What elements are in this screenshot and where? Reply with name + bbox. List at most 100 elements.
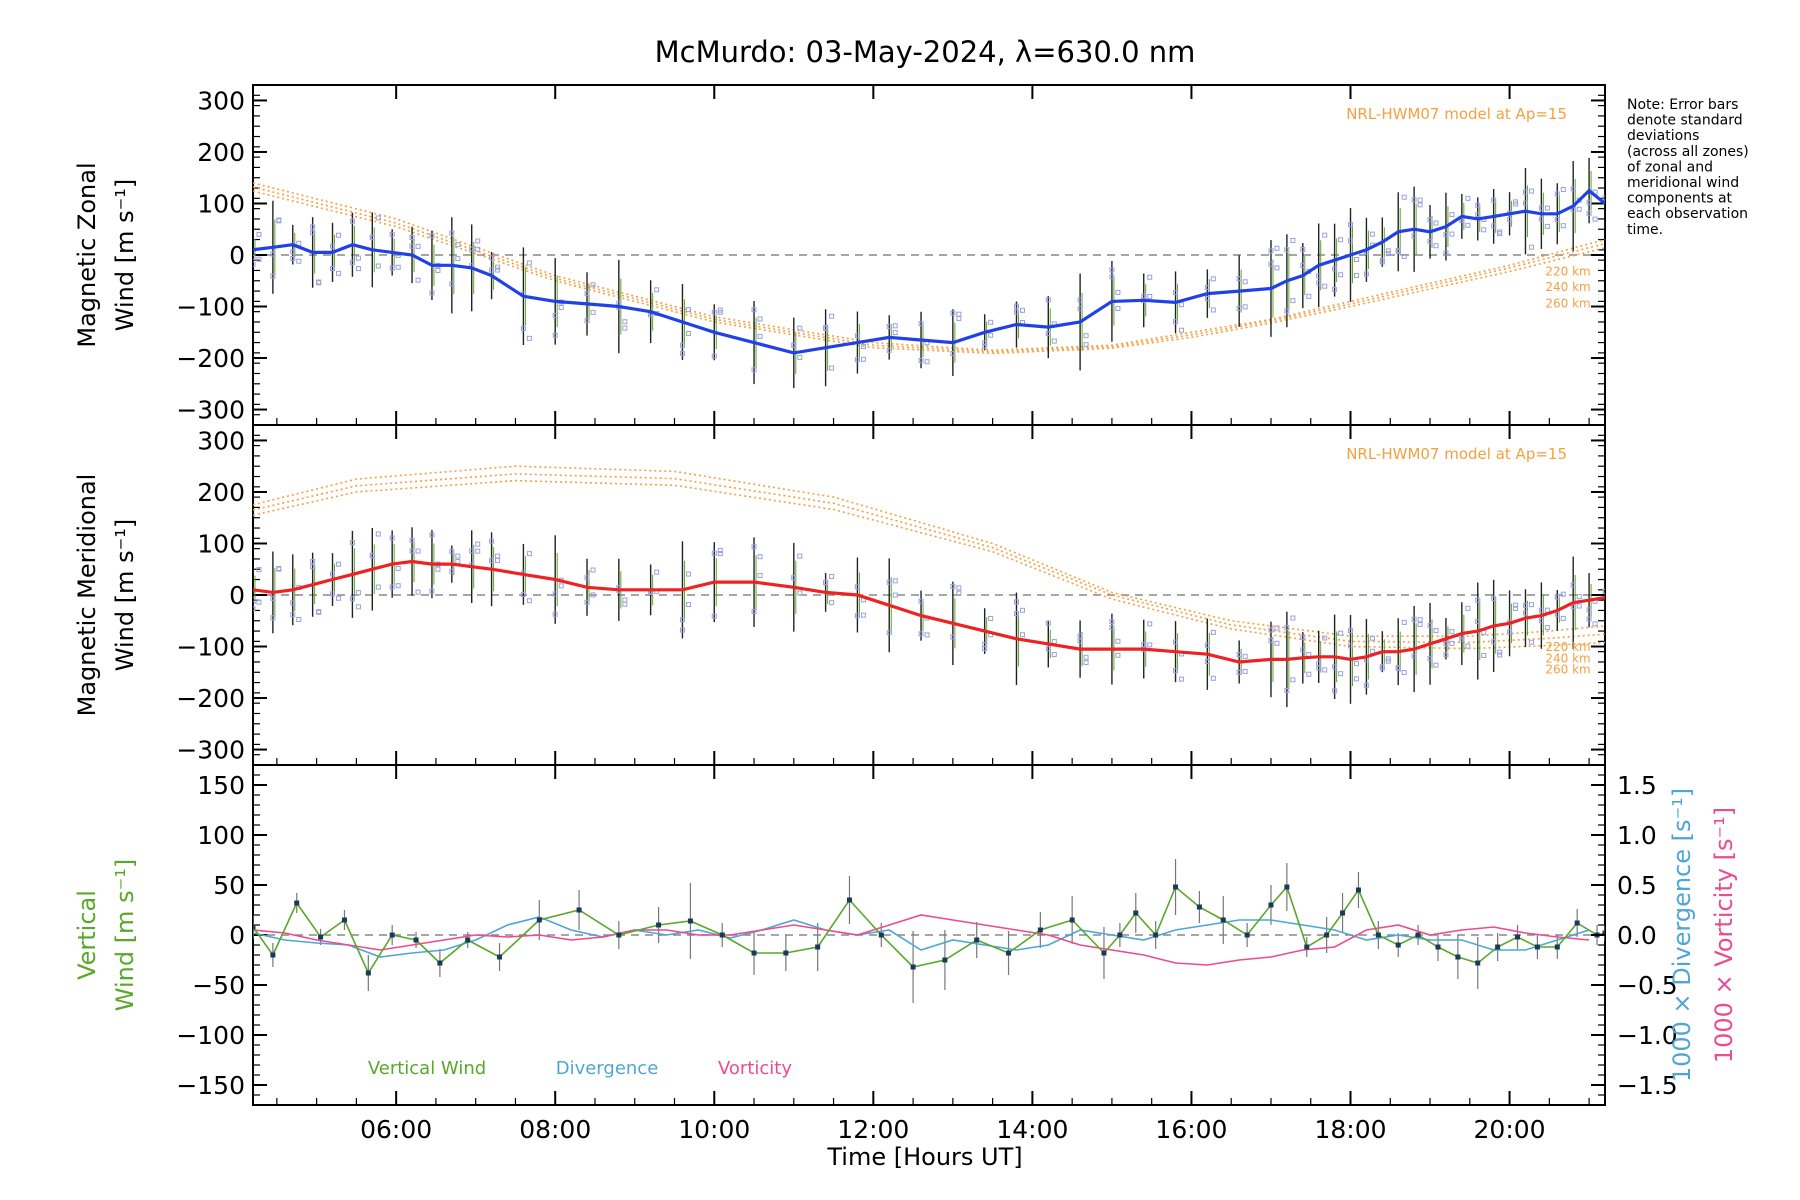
vertical-wind-point	[1415, 932, 1421, 938]
zone-sample	[751, 544, 757, 550]
zone-sample	[1379, 257, 1385, 263]
zone-sample	[1204, 284, 1210, 290]
zone-sample	[435, 267, 441, 273]
zone-sample	[355, 590, 361, 596]
note-line: deviations	[1627, 128, 1699, 144]
zone-sample	[1204, 642, 1210, 648]
zone-sample	[310, 564, 316, 570]
note-line: time.	[1627, 222, 1663, 238]
zone-sample	[520, 591, 526, 597]
zone-sample	[711, 353, 717, 359]
zone-sample	[1338, 272, 1344, 278]
vertical-wind-point	[413, 937, 419, 943]
zone-sample	[886, 347, 892, 353]
zone-sample	[1538, 216, 1544, 222]
zone-sample	[1560, 615, 1566, 621]
zone-sample	[988, 319, 994, 325]
zone-sample	[988, 615, 994, 621]
y-tick-label: 50	[213, 871, 245, 900]
zone-sample	[1284, 625, 1290, 631]
zone-sample	[1109, 274, 1115, 280]
zone-sample	[1013, 611, 1019, 617]
zone-sample	[296, 240, 302, 246]
zone-sample	[375, 531, 381, 537]
zone-sample	[409, 548, 415, 554]
zone-sample	[1045, 620, 1051, 626]
zone-sample	[1411, 653, 1417, 659]
zone-sample	[1332, 688, 1338, 694]
zone-sample	[349, 540, 355, 546]
zone-sample	[296, 616, 302, 622]
zone-sample	[886, 579, 892, 585]
zone-sample	[1443, 641, 1449, 647]
zone-sample	[1051, 638, 1057, 644]
x-tick-label: 06:00	[360, 1115, 432, 1144]
zone-sample	[924, 632, 930, 638]
zone-sample	[375, 584, 381, 590]
zone-sample	[1141, 293, 1147, 299]
zone-sample	[1210, 629, 1216, 635]
zone-sample	[1363, 271, 1369, 277]
zone-sample	[526, 335, 532, 341]
zone-sample	[552, 312, 558, 318]
zone-sample	[389, 535, 395, 541]
zone-sample	[296, 258, 302, 264]
panels: −300 −200 −100 0 100 200 300 Magnetic Zonal Wind…	[73, 84, 1738, 1106]
zone-sample	[1369, 635, 1375, 641]
y-tick-label: −100	[176, 1021, 245, 1050]
zone-sample	[892, 323, 898, 329]
model-height-label: 240 km	[1545, 651, 1590, 665]
vertical-wind-point	[341, 917, 347, 923]
chart-title: McMurdo: 03-May-2024, λ=630.0 nm	[655, 35, 1196, 69]
zone-sample	[757, 572, 763, 578]
zone-sample	[495, 267, 501, 273]
zone-sample	[679, 617, 685, 623]
zone-sample	[829, 574, 835, 580]
zone-sample	[622, 601, 628, 607]
zone-sample	[1417, 617, 1423, 623]
zone-sample	[1109, 625, 1115, 631]
zone-sample	[886, 630, 892, 636]
model-label: NRL-HWM07 model at Ap=15	[1346, 445, 1567, 463]
zone-sample	[316, 609, 322, 615]
y2-tick-label: 0.0	[1617, 921, 1657, 950]
zone-sample	[1433, 628, 1439, 634]
zone-sample	[1609, 193, 1613, 197]
zone-sample	[1385, 248, 1391, 254]
zone-sample	[1433, 243, 1439, 249]
vertical-wind-point	[974, 937, 980, 943]
zone-sample	[1306, 671, 1312, 677]
zone-sample	[1609, 586, 1613, 590]
zone-sample	[1427, 217, 1433, 223]
model-label: NRL-HWM07 model at Ap=15	[1346, 105, 1567, 123]
zone-sample	[1491, 197, 1497, 203]
zone-sample	[558, 305, 564, 311]
zone-sample	[1528, 602, 1534, 608]
zone-sample	[685, 307, 691, 313]
zone-sample	[854, 333, 860, 339]
zone-sample	[1609, 214, 1613, 218]
zone-sample	[854, 613, 860, 619]
zone-sample	[455, 256, 461, 262]
zone-sample	[1427, 622, 1433, 628]
vertical-wind-point	[1515, 934, 1521, 940]
zone-sample	[355, 604, 361, 610]
zone-sample	[622, 597, 628, 603]
zone-sample	[1576, 594, 1582, 600]
zone-sample	[256, 256, 262, 262]
zone-sample	[253, 606, 256, 612]
zone-sample	[256, 231, 262, 237]
y-tick-label: 0	[229, 921, 245, 950]
zone-sample	[1290, 615, 1296, 621]
zone-sample	[349, 218, 355, 224]
zone-sample	[1045, 330, 1051, 336]
zone-sample	[1475, 597, 1481, 603]
zone-sample	[1083, 342, 1089, 348]
zone-sample	[1242, 304, 1248, 310]
zone-sample	[1449, 628, 1455, 634]
zone-sample	[654, 287, 660, 293]
zone-sample	[1433, 220, 1439, 226]
zone-sample	[526, 551, 532, 557]
zone-sample	[475, 238, 481, 244]
zone-sample	[956, 590, 962, 596]
